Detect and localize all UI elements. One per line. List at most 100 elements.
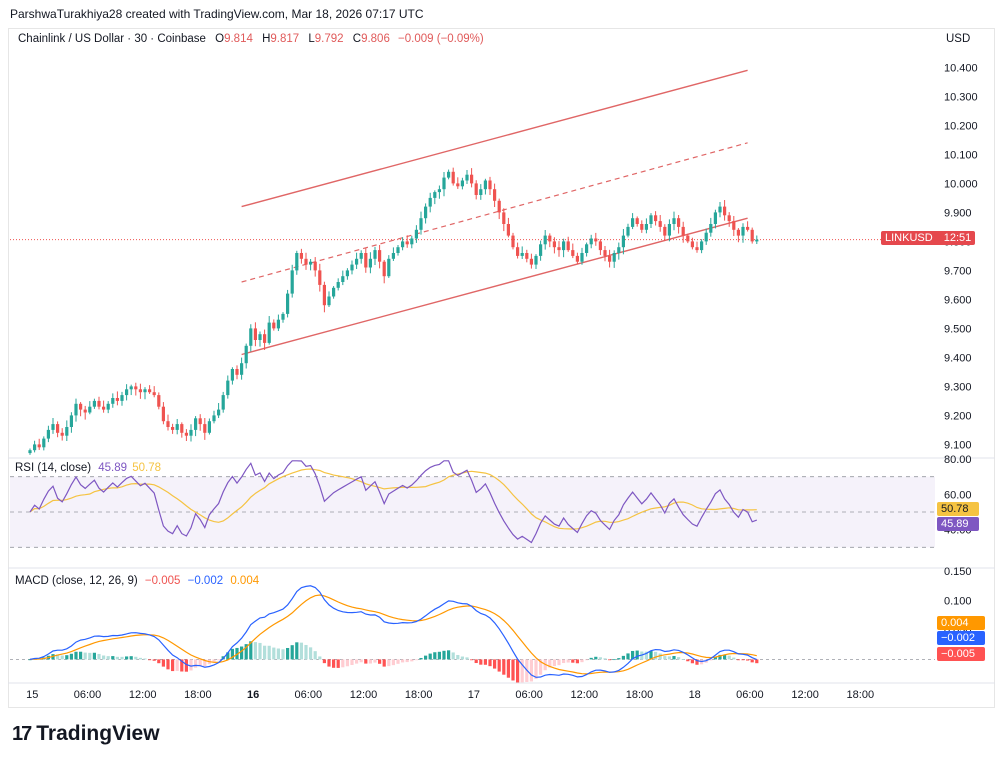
- candle-body: [456, 183, 460, 187]
- macd-histogram-bar: [755, 659, 759, 664]
- macd-histogram-bar: [727, 655, 731, 660]
- candle-body: [189, 429, 193, 436]
- candle-body: [520, 253, 524, 256]
- price-axis-label: 10.200: [944, 120, 978, 132]
- candle-body: [548, 235, 552, 242]
- macd-histogram-bar: [364, 659, 368, 664]
- macd-histogram-bar: [681, 659, 685, 660]
- macd-histogram-bar: [631, 650, 635, 660]
- candle-body: [414, 229, 418, 239]
- candle-body: [341, 276, 345, 282]
- macd-histogram-bar: [166, 659, 170, 670]
- candle-body: [677, 218, 681, 227]
- low-value: 9.792: [314, 33, 344, 45]
- tradingview-brand[interactable]: 17 TradingView: [12, 722, 160, 746]
- macd-histogram-bar: [350, 659, 354, 665]
- candle-body: [419, 218, 423, 230]
- macd-histogram-bar: [92, 652, 96, 660]
- candle-body: [750, 229, 754, 242]
- rsi-ma-line: [29, 468, 757, 530]
- close-value: 9.806: [361, 33, 390, 45]
- macd-histogram-bar: [249, 641, 253, 660]
- candle-body: [424, 206, 428, 219]
- macd-histogram-bar: [401, 659, 405, 663]
- candle-body: [529, 258, 533, 265]
- macd-axis-label: 0.150: [944, 566, 972, 578]
- candle-body: [33, 444, 37, 451]
- time-axis-label: 17: [468, 689, 480, 701]
- time-axis-label: 12:00: [791, 689, 819, 701]
- candle-body: [474, 183, 478, 195]
- candle-body: [106, 403, 110, 410]
- macd-histogram-bar: [539, 659, 543, 675]
- time-axis-label: 06:00: [74, 689, 102, 701]
- candle-body: [617, 247, 621, 253]
- candle-body: [543, 235, 547, 245]
- candle-body: [350, 264, 354, 271]
- candle-body: [345, 270, 349, 277]
- price-axis-label: 9.900: [944, 207, 972, 219]
- time-axis-label: 06:00: [295, 689, 323, 701]
- open-label: O: [215, 33, 225, 45]
- candle-body: [74, 403, 78, 416]
- candle-body: [746, 226, 750, 230]
- macd-histogram-bar: [410, 659, 414, 662]
- rsi-legend: RSI (14, close) 45.89 50.78: [15, 462, 161, 474]
- macd-histogram-bar: [635, 650, 639, 660]
- macd-histogram-bar: [313, 651, 317, 660]
- macd-histogram-bar: [663, 656, 667, 660]
- macd-histogram-bar: [516, 659, 520, 683]
- brand-name: TradingView: [36, 722, 160, 745]
- macd-histogram-bar: [60, 655, 64, 660]
- macd-histogram-bar: [184, 659, 188, 672]
- macd-title[interactable]: MACD (close, 12, 26, 9): [15, 575, 138, 587]
- candle-body: [442, 177, 446, 190]
- macd-line-tag: −0.002: [937, 631, 985, 645]
- macd-histogram-bar: [447, 650, 451, 660]
- macd-signal-value: 0.004: [230, 575, 260, 587]
- candle-body: [267, 322, 271, 343]
- candle-body: [700, 241, 704, 251]
- tradingview-logo-icon: 17: [12, 722, 32, 745]
- macd-histogram-bar: [534, 659, 538, 679]
- macd-histogram-bar: [603, 658, 607, 660]
- macd-histogram-bar: [171, 659, 175, 672]
- candle-body: [120, 395, 124, 401]
- price-axis-label: 9.500: [944, 323, 972, 335]
- time-axis-label: 15: [26, 689, 38, 701]
- macd-histogram-bar: [83, 652, 87, 660]
- macd-histogram-bar: [419, 657, 423, 660]
- rsi-axis-label: 60.00: [944, 489, 972, 501]
- candle-body: [612, 253, 616, 262]
- macd-histogram-bar: [741, 659, 745, 661]
- macd-histogram-bar: [378, 659, 382, 664]
- symbol-title[interactable]: Chainlink / US Dollar · 30 · Coinbase: [18, 33, 206, 45]
- time-axis-label: 18:00: [405, 689, 433, 701]
- macd-histogram-bar: [327, 659, 331, 667]
- macd-histogram-bar: [304, 644, 308, 660]
- macd-histogram-bar: [88, 652, 92, 660]
- channel-upper-line: [241, 69, 748, 208]
- rsi-title[interactable]: RSI (14, close): [15, 462, 92, 474]
- macd-histogram-bar: [244, 644, 248, 660]
- macd-histogram-bar: [198, 659, 202, 667]
- macd-histogram-bar: [470, 659, 474, 661]
- candle-body: [88, 406, 92, 413]
- candle-body: [97, 400, 101, 407]
- currency-label[interactable]: USD: [946, 33, 971, 45]
- candle-body: [451, 171, 455, 184]
- candle-body: [552, 241, 556, 248]
- candle-body: [111, 398, 115, 404]
- macd-histogram-bar: [295, 642, 299, 660]
- candle-body: [207, 421, 211, 433]
- candle-body: [736, 229, 740, 236]
- candle-body: [741, 226, 745, 236]
- candle-body: [69, 415, 73, 427]
- price-axis-label: 10.100: [944, 149, 978, 161]
- macd-histogram-bar: [322, 659, 326, 664]
- candle-body: [290, 270, 294, 294]
- candle-body: [65, 427, 69, 436]
- price-tag: LINKUSD 12:51: [881, 231, 976, 245]
- candle-body: [686, 235, 690, 242]
